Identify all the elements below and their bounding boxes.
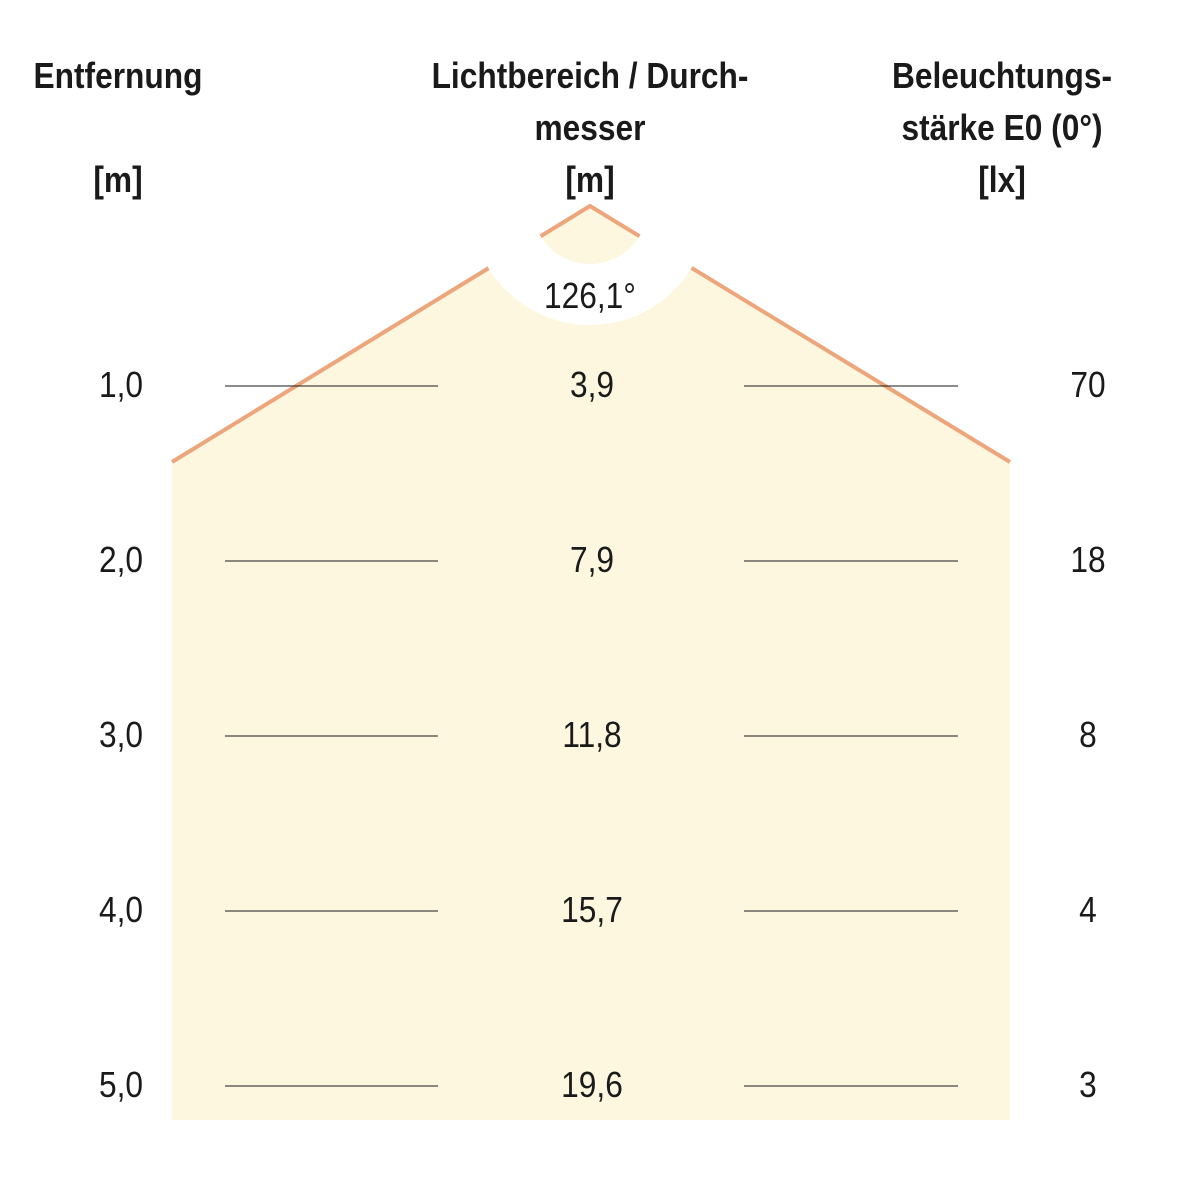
beam-apex [532,203,648,264]
header-distance-unit: [m] [93,159,143,200]
row-distance: 5,0 [98,1064,144,1105]
header-diameter: Lichtbereich / Durch- messer [m] [414,50,766,206]
header-illuminance-title: Beleuchtungs- [891,55,1112,96]
row-distance: 4,0 [98,889,144,930]
header-distance: Entfernung [m] [14,50,222,206]
row-distance: 1,0 [98,364,144,405]
row-diameter: 19,6 [561,1064,623,1105]
header-illuminance: Beleuchtungs- stärke E0 (0°) [lx] [870,50,1134,206]
row-diameter: 15,7 [561,889,623,930]
row-diameter: 7,9 [569,539,615,580]
beam-cone [172,206,1010,1120]
row-distance: 3,0 [98,714,144,755]
row-lux: 8 [1079,714,1097,755]
row-lux: 3 [1079,1064,1097,1105]
row-distance: 2,0 [98,539,144,580]
header-diameter-unit: [m] [565,159,615,200]
header-illuminance-title-2: stärke E0 (0°) [901,107,1103,148]
header-diameter-title-2: messer [534,107,646,148]
header-distance-title: Entfernung [33,55,203,96]
header-illuminance-unit: [lx] [978,159,1026,200]
header-diameter-title: Lichtbereich / Durch- [431,55,749,96]
row-lux: 4 [1079,889,1097,930]
row-lux: 70 [1070,364,1106,405]
beam-angle-label: 126,1° [544,275,636,316]
row-diameter: 11,8 [562,714,622,755]
row-diameter: 3,9 [569,364,615,405]
row-lux: 18 [1070,539,1106,580]
